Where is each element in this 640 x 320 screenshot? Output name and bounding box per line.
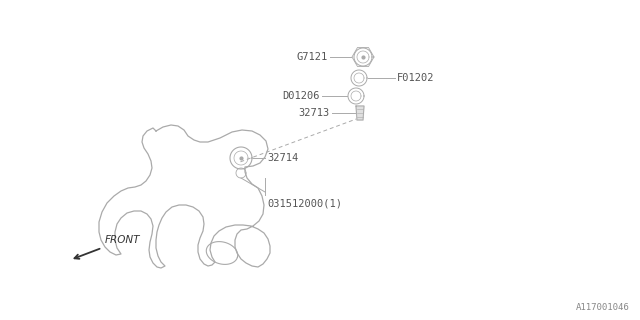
Text: 32713: 32713 xyxy=(299,108,330,118)
Text: G7121: G7121 xyxy=(297,52,328,62)
Text: 031512000(1): 031512000(1) xyxy=(267,198,342,208)
Text: F01202: F01202 xyxy=(397,73,435,83)
Text: D01206: D01206 xyxy=(282,91,320,101)
Text: 32714: 32714 xyxy=(267,153,298,163)
Text: A117001046: A117001046 xyxy=(576,303,630,312)
Polygon shape xyxy=(356,106,364,120)
Text: FRONT: FRONT xyxy=(74,235,141,259)
